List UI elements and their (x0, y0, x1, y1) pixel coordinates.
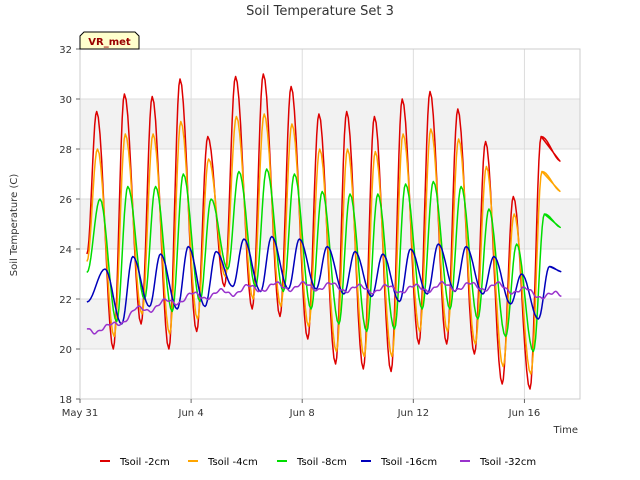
plot-band (80, 99, 580, 149)
y-tick-label: 28 (59, 145, 72, 156)
y-axis-label: Soil Temperature (C) (9, 174, 20, 277)
x-axis: May 31 Jun 4 Jun 8 Jun 12 Jun 16 (62, 399, 540, 419)
x-tick-label: Jun 16 (508, 408, 541, 419)
y-tick-label: 26 (59, 195, 72, 206)
chart-title: Soil Temperature Set 3 (246, 4, 394, 19)
x-axis-label: Time (553, 425, 578, 436)
plot-band (80, 349, 580, 399)
plot-band (80, 49, 580, 99)
series-line-tsoil-8cm (86, 168, 561, 353)
site-badge: VR_met (79, 31, 140, 50)
legend-label: Tsoil -2cm (119, 457, 170, 468)
legend-label: Tsoil -32cm (479, 457, 536, 468)
legend-label: Tsoil -16cm (380, 457, 437, 468)
y-tick-label: 24 (59, 245, 72, 256)
y-tick-label: 22 (59, 295, 72, 306)
series-lines (86, 73, 562, 390)
site-badge-label: VR_met (88, 37, 131, 48)
series-line-tsoil-4cm (86, 113, 561, 375)
series-line-tsoil-16cm (86, 235, 562, 325)
y-tick-label: 18 (59, 395, 72, 406)
series-line-tsoil-32cm (86, 280, 562, 335)
y-tick-label: 30 (59, 95, 72, 106)
x-tick-label: Jun 4 (178, 408, 204, 419)
legend: Tsoil -2cm Tsoil -4cm Tsoil -8cm Tsoil -16c… (100, 457, 536, 468)
y-tick-label: 20 (59, 345, 72, 356)
y-tick-label: 32 (59, 45, 72, 56)
plot-frame (79, 48, 581, 400)
site-badge-shape (79, 31, 140, 50)
legend-label: Tsoil -4cm (207, 457, 258, 468)
plot-band (80, 149, 580, 199)
y-axis: 18 20 22 24 26 28 30 32 (59, 45, 80, 406)
x-tick-label: May 31 (62, 408, 99, 419)
legend-label: Tsoil -8cm (296, 457, 347, 468)
x-tick-label: Jun 8 (289, 408, 315, 419)
x-tick-label: Jun 12 (397, 408, 430, 419)
